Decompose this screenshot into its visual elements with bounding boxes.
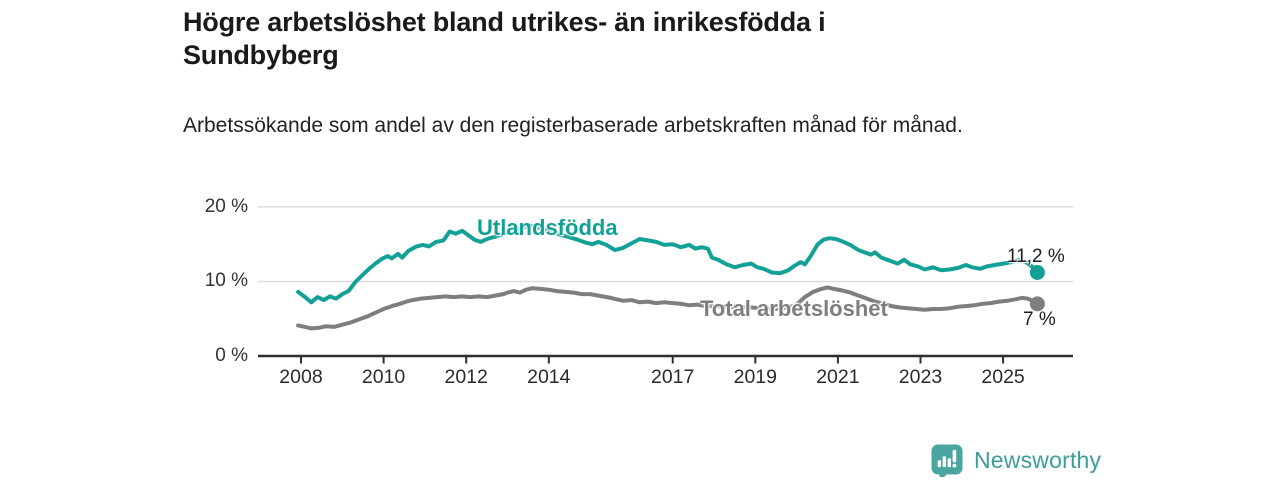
x-tick-label: 2019 xyxy=(733,366,777,388)
y-tick-label: 0 % xyxy=(215,345,248,366)
series-label-total-arbetsloshet: Total arbetslöshet xyxy=(700,296,888,321)
x-tick-label: 2008 xyxy=(279,366,323,388)
chart-subtitle: Arbetssökande som andel av den registerb… xyxy=(183,114,963,137)
newsworthy-logo: Newsworthy xyxy=(930,443,1101,477)
series-label-utlandsfodda: Utlandsfödda xyxy=(477,215,618,240)
y-tick-label: 20 % xyxy=(204,195,248,217)
x-tick-label: 2017 xyxy=(650,366,695,388)
y-tick-label: 10 % xyxy=(204,270,248,292)
series-line-0 xyxy=(296,223,1040,305)
series-line-1 xyxy=(296,285,1040,331)
end-value-label-total: 7 % xyxy=(1023,309,1056,330)
x-tick-label: 2023 xyxy=(898,366,943,388)
page-title: Högre arbetslöshet bland utrikes- än inr… xyxy=(183,7,826,70)
series-end-dot-1 xyxy=(1029,296,1045,312)
x-tick-label: 2025 xyxy=(981,366,1025,388)
bar-chart-speech-bubble-icon xyxy=(931,444,963,477)
end-value-label-utlandsfodda: 11,2 % xyxy=(1007,246,1065,267)
x-tick-label: 2021 xyxy=(816,366,860,388)
x-tick-label: 2010 xyxy=(361,366,406,388)
series-end-dot-0 xyxy=(1029,265,1045,281)
newsworthy-wordmark: Newsworthy xyxy=(974,446,1102,473)
x-tick-label: 2014 xyxy=(527,366,571,388)
x-tick-label: 2012 xyxy=(444,366,488,388)
